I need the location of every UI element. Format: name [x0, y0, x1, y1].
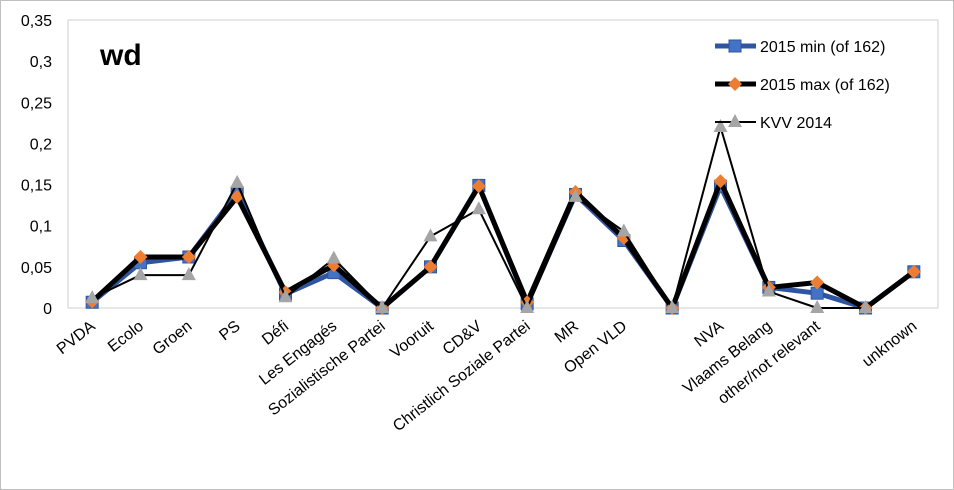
legend-label: KVV 2014: [760, 115, 832, 132]
data-point: [181, 267, 196, 281]
data-point: [713, 118, 728, 132]
y-tick-label: 0,15: [21, 178, 52, 195]
data-point: [423, 259, 438, 274]
data-point: [858, 300, 873, 313]
data-point: [423, 228, 438, 242]
series-3: [85, 118, 873, 313]
data-point: [85, 290, 100, 304]
y-axis: 0 0,05 0,1 0,15 0,2 0,25 0,3 0,35: [21, 13, 52, 318]
data-point: [278, 289, 293, 303]
data-point: [133, 267, 148, 281]
data-point: [375, 300, 390, 313]
legend-label: 2015 max (of 162): [760, 77, 890, 94]
data-point: [230, 174, 245, 188]
data-point: [761, 283, 776, 297]
y-tick-label: 0: [43, 301, 52, 318]
y-tick-label: 0,2: [30, 136, 52, 153]
data-point: [133, 249, 148, 264]
data-point: [471, 201, 486, 215]
data-point: [713, 174, 728, 189]
data-point: [906, 264, 921, 279]
data-point: [520, 300, 535, 313]
plot-area: [67, 19, 939, 309]
y-tick-label: 0,05: [21, 260, 52, 277]
legend-marker: [728, 77, 742, 91]
data-point: [665, 300, 680, 313]
legend-marker: [728, 114, 742, 127]
legend-marker: [728, 39, 742, 53]
data-point: [181, 249, 196, 264]
data-point: [471, 179, 486, 194]
legend: 2015 min (of 162) 2015 max (of 162) KVV 20…: [715, 39, 890, 132]
data-point: [810, 275, 825, 290]
y-tick-label: 0,1: [30, 219, 52, 236]
data-point: [326, 250, 341, 264]
y-tick-label: 0,3: [30, 54, 52, 71]
legend-label: 2015 min (of 162): [760, 39, 885, 56]
y-tick-label: 0,35: [21, 13, 52, 30]
series-line: [90, 178, 916, 311]
data-point: [568, 188, 583, 202]
y-tick-label: 0,25: [21, 95, 52, 112]
data-point: [810, 300, 825, 313]
chart-title: wd: [99, 39, 142, 72]
data-point: [616, 223, 631, 237]
series-group: [85, 118, 921, 315]
